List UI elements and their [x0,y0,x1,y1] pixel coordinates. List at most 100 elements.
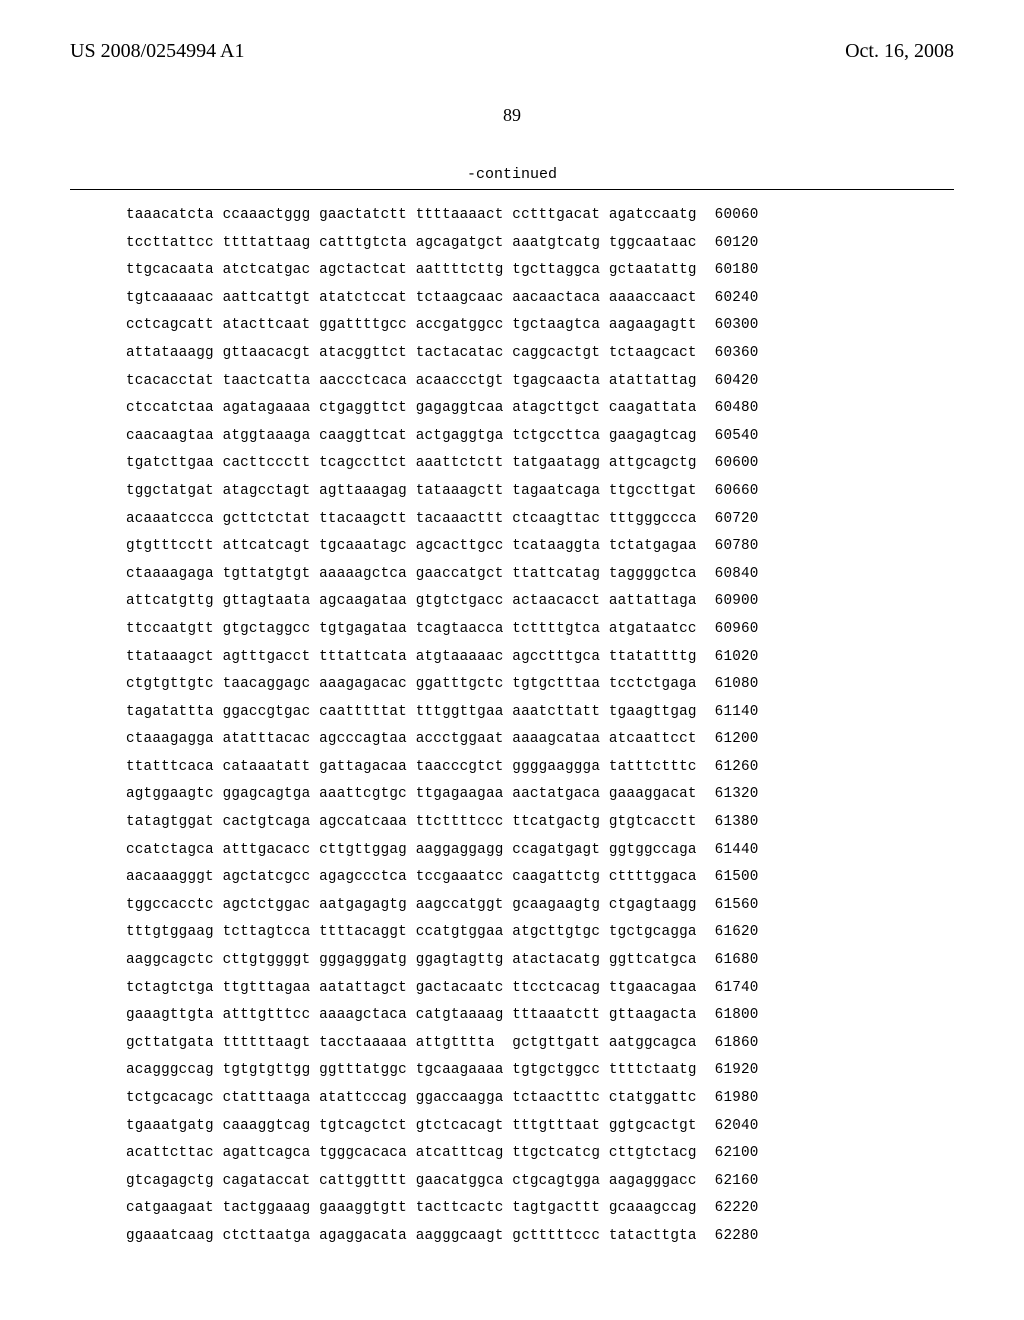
sequence-row: tccttattcc ttttattaag catttgtcta agcagat… [126,236,954,250]
page-number: 89 [70,105,954,126]
sequence-groups: attataaagg gttaacacgt atacggttct tactaca… [126,345,697,361]
sequence-position: 61680 [715,952,759,968]
sequence-row: gtcagagctg cagataccat cattggtttt gaacatg… [126,1174,954,1188]
sequence-position: 61440 [715,842,759,858]
sequence-groups: tgtcaaaaac aattcattgt atatctccat tctaagc… [126,290,697,306]
sequence-row: tgatcttgaa cacttccctt tcagccttct aaattct… [126,456,954,470]
sequence-position: 61740 [715,980,759,996]
sequence-groups: attcatgttg gttagtaata agcaagataa gtgtctg… [126,593,697,609]
sequence-position: 60780 [715,538,759,554]
sequence-groups: gtgtttcctt attcatcagt tgcaaatagc agcactt… [126,538,697,554]
sequence-position: 60660 [715,483,759,499]
sequence-position: 60420 [715,373,759,389]
sequence-row: gcttatgata ttttttaagt tacctaaaaa attgttt… [126,1036,954,1050]
sequence-groups: caacaagtaa atggtaaaga caaggttcat actgagg… [126,428,697,444]
sequence-row: agtggaagtc ggagcagtga aaattcgtgc ttgagaa… [126,787,954,801]
sequence-groups: catgaagaat tactggaaag gaaaggtgtt tacttca… [126,1200,697,1216]
publication-date: Oct. 16, 2008 [845,40,954,63]
sequence-groups: ctaaagagga atatttacac agcccagtaa accctgg… [126,731,697,747]
sequence-row: tatagtggat cactgtcaga agccatcaaa ttctttt… [126,815,954,829]
sequence-groups: gaaagttgta atttgtttcc aaaagctaca catgtaa… [126,1007,697,1023]
sequence-groups: aacaaagggt agctatcgcc agagccctca tccgaaa… [126,869,697,885]
sequence-row: tggctatgat atagcctagt agttaaagag tataaag… [126,484,954,498]
sequence-row: ttatttcaca cataaatatt gattagacaa taacccg… [126,760,954,774]
sequence-position: 61200 [715,731,759,747]
sequence-position: 61500 [715,869,759,885]
sequence-row: caacaagtaa atggtaaaga caaggttcat actgagg… [126,429,954,443]
sequence-row: ctaaaagaga tgttatgtgt aaaaagctca gaaccat… [126,567,954,581]
sequence-position: 61380 [715,814,759,830]
sequence-groups: ttgcacaata atctcatgac agctactcat aattttc… [126,262,697,278]
sequence-groups: ttccaatgtt gtgctaggcc tgtgagataa tcagtaa… [126,621,697,637]
sequence-position: 61320 [715,786,759,802]
sequence-groups: ctgtgttgtc taacaggagc aaagagacac ggatttg… [126,676,697,692]
sequence-position: 60840 [715,566,759,582]
sequence-position: 61620 [715,924,759,940]
sequence-groups: ctaaaagaga tgttatgtgt aaaaagctca gaaccat… [126,566,697,582]
sequence-position: 60360 [715,345,759,361]
page-header: US 2008/0254994 A1 Oct. 16, 2008 [70,40,954,63]
sequence-row: tgtcaaaaac aattcattgt atatctccat tctaagc… [126,291,954,305]
sequence-position: 61800 [715,1007,759,1023]
sequence-position: 60120 [715,235,759,251]
sequence-row: ctaaagagga atatttacac agcccagtaa accctgg… [126,732,954,746]
sequence-row: tttgtggaag tcttagtcca ttttacaggt ccatgtg… [126,925,954,939]
sequence-groups: gtcagagctg cagataccat cattggtttt gaacatg… [126,1173,697,1189]
sequence-position: 62280 [715,1228,759,1244]
sequence-row: ttataaagct agtttgacct tttattcata atgtaaa… [126,650,954,664]
sequence-groups: acagggccag tgtgtgttgg ggtttatggc tgcaaga… [126,1062,697,1078]
sequence-row: acagggccag tgtgtgttgg ggtttatggc tgcaaga… [126,1063,954,1077]
section-rule [70,189,954,190]
sequence-groups: tttgtggaag tcttagtcca ttttacaggt ccatgtg… [126,924,697,940]
sequence-row: tctagtctga ttgtttagaa aatattagct gactaca… [126,981,954,995]
sequence-position: 61560 [715,897,759,913]
sequence-row: cctcagcatt atacttcaat ggattttgcc accgatg… [126,318,954,332]
sequence-row: gtgtttcctt attcatcagt tgcaaatagc agcactt… [126,539,954,553]
sequence-position: 62220 [715,1200,759,1216]
sequence-groups: tctgcacagc ctatttaaga atattcccag ggaccaa… [126,1090,697,1106]
sequence-position: 61140 [715,704,759,720]
sequence-position: 61080 [715,676,759,692]
sequence-row: ctccatctaa agatagaaaa ctgaggttct gagaggt… [126,401,954,415]
continued-label: -continued [70,166,954,183]
sequence-groups: agtggaagtc ggagcagtga aaattcgtgc ttgagaa… [126,786,697,802]
sequence-groups: tagatattta ggaccgtgac caatttttat tttggtt… [126,704,697,720]
sequence-row: tctgcacagc ctatttaaga atattcccag ggaccaa… [126,1091,954,1105]
sequence-listing: taaacatcta ccaaactggg gaactatctt ttttaaa… [126,208,954,1243]
sequence-position: 61260 [715,759,759,775]
sequence-position: 60060 [715,207,759,223]
sequence-groups: ccatctagca atttgacacc cttgttggag aaggagg… [126,842,697,858]
sequence-position: 61980 [715,1090,759,1106]
sequence-position: 61020 [715,649,759,665]
sequence-row: catgaagaat tactggaaag gaaaggtgtt tacttca… [126,1201,954,1215]
sequence-position: 62040 [715,1118,759,1134]
sequence-row: acaaatccca gcttctctat ttacaagctt tacaaac… [126,512,954,526]
sequence-groups: acattcttac agattcagca tgggcacaca atcattt… [126,1145,697,1161]
sequence-groups: tggctatgat atagcctagt agttaaagag tataaag… [126,483,697,499]
page: US 2008/0254994 A1 Oct. 16, 2008 89 -con… [0,0,1024,1320]
sequence-groups: tccttattcc ttttattaag catttgtcta agcagat… [126,235,697,251]
sequence-row: ctgtgttgtc taacaggagc aaagagacac ggatttg… [126,677,954,691]
sequence-row: attcatgttg gttagtaata agcaagataa gtgtctg… [126,594,954,608]
sequence-position: 60240 [715,290,759,306]
publication-number: US 2008/0254994 A1 [70,40,244,63]
sequence-groups: ctccatctaa agatagaaaa ctgaggttct gagaggt… [126,400,697,416]
sequence-groups: tggccacctc agctctggac aatgagagtg aagccat… [126,897,697,913]
sequence-row: gaaagttgta atttgtttcc aaaagctaca catgtaa… [126,1008,954,1022]
sequence-groups: tgaaatgatg caaaggtcag tgtcagctct gtctcac… [126,1118,697,1134]
sequence-row: tagatattta ggaccgtgac caatttttat tttggtt… [126,705,954,719]
sequence-position: 62100 [715,1145,759,1161]
sequence-groups: tctagtctga ttgtttagaa aatattagct gactaca… [126,980,697,996]
sequence-row: ggaaatcaag ctcttaatga agaggacata aagggca… [126,1229,954,1243]
sequence-position: 60300 [715,317,759,333]
sequence-groups: cctcagcatt atacttcaat ggattttgcc accgatg… [126,317,697,333]
sequence-groups: acaaatccca gcttctctat ttacaagctt tacaaac… [126,511,697,527]
sequence-position: 62160 [715,1173,759,1189]
sequence-row: tcacacctat taactcatta aaccctcaca acaaccc… [126,374,954,388]
sequence-row: attataaagg gttaacacgt atacggttct tactaca… [126,346,954,360]
sequence-groups: taaacatcta ccaaactggg gaactatctt ttttaaa… [126,207,697,223]
sequence-groups: ttataaagct agtttgacct tttattcata atgtaaa… [126,649,697,665]
sequence-row: tgaaatgatg caaaggtcag tgtcagctct gtctcac… [126,1119,954,1133]
sequence-row: aaggcagctc cttgtggggt gggagggatg ggagtag… [126,953,954,967]
sequence-position: 60540 [715,428,759,444]
